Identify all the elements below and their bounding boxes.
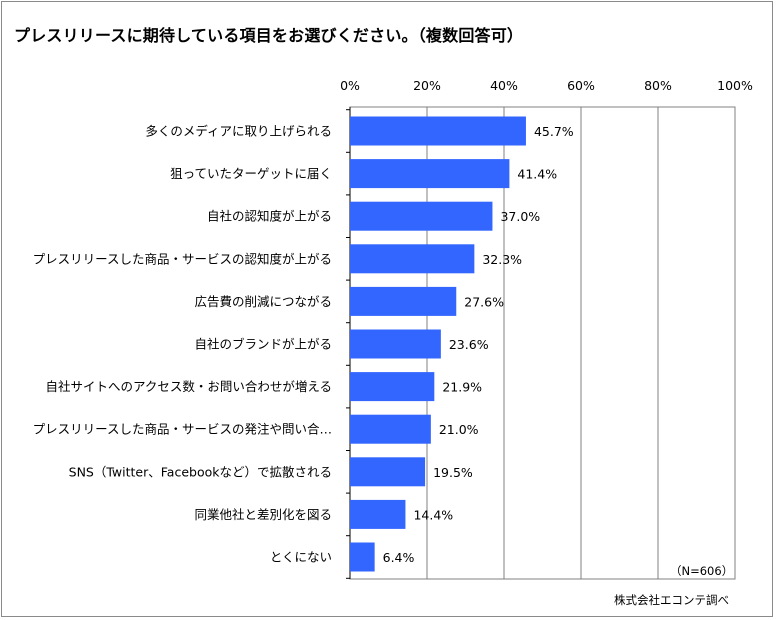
bar bbox=[350, 159, 510, 189]
data-label: 21.0% bbox=[439, 422, 479, 437]
category-label: 同業他社と差別化を図る bbox=[194, 507, 332, 522]
category-label: 自社の認知度が上がる bbox=[207, 209, 332, 224]
category-label: 狙っていたターゲットに届く bbox=[170, 166, 332, 181]
sample-size-note: （N=606） bbox=[670, 564, 734, 578]
source-credit: 株式会社エコンテ調べ bbox=[614, 593, 729, 607]
bar bbox=[350, 457, 426, 487]
chart-title: プレスリリースに期待している項目をお選びください。（複数回答可） bbox=[14, 26, 524, 45]
category-label: 自社サイトへのアクセス数・お問い合わせが増える bbox=[45, 379, 332, 394]
bar bbox=[350, 286, 457, 316]
bar bbox=[350, 116, 526, 146]
data-label: 21.9% bbox=[442, 380, 482, 395]
data-label: 14.4% bbox=[413, 507, 453, 522]
data-label: 23.6% bbox=[449, 337, 489, 352]
category-label: 自社のブランドが上がる bbox=[194, 337, 332, 352]
bar bbox=[350, 414, 431, 444]
bar bbox=[350, 372, 435, 402]
category-label: プレスリリースした商品・サービスの発注や問い合… bbox=[33, 422, 332, 437]
bar bbox=[350, 329, 441, 359]
data-label: 37.0% bbox=[500, 209, 540, 224]
data-label: 41.4% bbox=[517, 167, 557, 182]
x-tick-label: 60% bbox=[567, 78, 595, 93]
category-label: 多くのメディアに取り上げられる bbox=[145, 124, 332, 139]
category-label: 広告費の削減につながる bbox=[194, 294, 332, 309]
x-tick-label: 80% bbox=[644, 78, 672, 93]
category-label: とくにない bbox=[270, 550, 332, 565]
x-tick-label: 40% bbox=[490, 78, 518, 93]
bar bbox=[350, 244, 475, 274]
bar bbox=[350, 542, 375, 572]
x-tick-label: 100% bbox=[717, 78, 753, 93]
x-tick-label: 0% bbox=[340, 78, 360, 93]
data-label: 45.7% bbox=[534, 124, 574, 139]
x-tick-label: 20% bbox=[413, 78, 441, 93]
data-label: 32.3% bbox=[482, 252, 522, 267]
data-label: 19.5% bbox=[433, 465, 473, 480]
category-label: プレスリリースした商品・サービスの認知度が上がる bbox=[33, 251, 332, 266]
category-label: SNS（Twitter、Facebookなど）で拡散される bbox=[69, 464, 332, 479]
bar bbox=[350, 499, 406, 529]
bar bbox=[350, 201, 493, 231]
data-label: 6.4% bbox=[383, 550, 415, 565]
data-label: 27.6% bbox=[464, 294, 504, 309]
